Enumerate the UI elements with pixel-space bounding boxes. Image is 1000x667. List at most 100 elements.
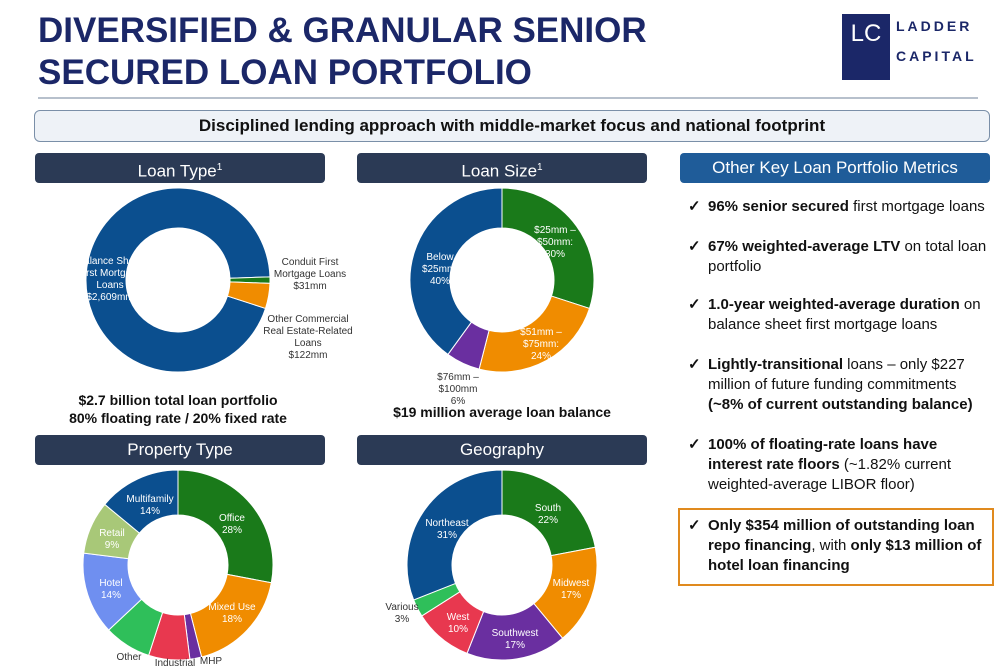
category-label: Midwest bbox=[552, 578, 590, 589]
bullet-text: (~1.82% current weighted-average LIBOR f… bbox=[708, 456, 952, 493]
slice-label: $76mm – $100mm 6% bbox=[433, 372, 483, 408]
slice-label: Northeast 31% bbox=[417, 518, 477, 542]
category-label: $51mm – $75mm: bbox=[520, 327, 562, 350]
bullet-text: 96% senior secured bbox=[708, 198, 849, 215]
category-label: Other bbox=[116, 652, 142, 663]
donut-slice bbox=[409, 187, 503, 356]
category-label: Conduit First Mortgage Loans bbox=[273, 257, 347, 280]
slice-label: Conduit First Mortgage Loans $31mm bbox=[265, 257, 355, 293]
value-label: 22% bbox=[537, 515, 558, 526]
bullet-text: , with bbox=[811, 537, 851, 554]
value-label: 3% bbox=[394, 614, 410, 625]
value-label: 17% bbox=[560, 590, 581, 601]
panel-header: Other Key Loan Portfolio Metrics bbox=[680, 153, 990, 183]
slice-label: Office 28% bbox=[207, 513, 257, 537]
slice-label: Hotel 14% bbox=[91, 578, 131, 602]
category-label: Industrial bbox=[154, 658, 196, 667]
category-label: Below $25mm: bbox=[421, 252, 459, 275]
bullet: 100% of floating-rate loans have interes… bbox=[688, 435, 990, 495]
slice-label: Balance Sheet First Mortgage Loans $2,609… bbox=[75, 256, 145, 304]
value-label: 17% bbox=[504, 640, 525, 651]
panel-header: Property Type bbox=[35, 435, 325, 465]
slice-label: Below $25mm: 40% bbox=[415, 252, 465, 288]
value-label: 30% bbox=[544, 249, 565, 260]
value-label: $2,609mm bbox=[86, 292, 134, 303]
slice-label: $25mm – $50mm: 30% bbox=[530, 225, 580, 261]
category-label: Hotel bbox=[99, 578, 123, 589]
divider bbox=[38, 97, 978, 99]
category-label: Mixed Use bbox=[208, 602, 256, 613]
category-label: Balance Sheet First Mortgage Loans bbox=[77, 256, 143, 291]
slice-label: South 22% bbox=[528, 503, 568, 527]
value-label: 14% bbox=[100, 590, 121, 601]
slice-label: Other Commercial Real Estate-Related Loa… bbox=[262, 314, 354, 362]
donut-slice bbox=[501, 187, 595, 310]
banner: Disciplined lending approach with middle… bbox=[34, 110, 990, 142]
panel-title: Property Type bbox=[127, 440, 233, 459]
bullet: 1.0-year weighted-average duration on ba… bbox=[688, 295, 990, 335]
value-label: 10% bbox=[447, 624, 468, 635]
panel-title: Loan Size bbox=[461, 161, 538, 181]
value-label: 40% bbox=[429, 276, 450, 287]
footnote-ref: 1 bbox=[216, 162, 223, 173]
slice-label: Industrial bbox=[150, 658, 200, 667]
chart-note: $19 million average loan balance bbox=[393, 404, 611, 420]
highlight-box bbox=[678, 508, 994, 586]
bullet: 67% weighted-average LTV on total loan p… bbox=[688, 237, 990, 277]
value-label: 14% bbox=[139, 506, 160, 517]
bullet: Only $354 million of outstanding loan re… bbox=[688, 516, 990, 576]
category-label: Various bbox=[385, 602, 419, 613]
bullet: Lightly-transitional loans – only $227 m… bbox=[688, 355, 990, 415]
panel-title: Geography bbox=[459, 440, 545, 459]
panel-header: Geography bbox=[357, 435, 647, 465]
category-label: Office bbox=[219, 513, 245, 524]
slice-label: Mixed Use 18% bbox=[207, 602, 257, 626]
bullet-text: 67% weighted-average LTV bbox=[708, 238, 901, 255]
value-label: $122mm bbox=[288, 350, 328, 361]
slice-label: West 10% bbox=[438, 612, 478, 636]
donut-slice bbox=[226, 281, 271, 310]
bullet-text: on total loan portfolio bbox=[708, 238, 987, 275]
panel-title: Loan Type bbox=[137, 161, 217, 181]
donut-slice bbox=[406, 469, 503, 601]
category-label: South bbox=[534, 503, 562, 514]
donut-slice bbox=[177, 469, 274, 584]
value-label: $31mm bbox=[293, 281, 327, 292]
footnote-ref: 1 bbox=[537, 162, 543, 173]
slice-label: Other bbox=[109, 652, 149, 664]
chart-note: 80% floating rate / 20% fixed rate bbox=[69, 410, 287, 426]
value-label: 31% bbox=[436, 530, 457, 541]
bullet-text: only $13 million of hotel loan financing bbox=[708, 537, 982, 574]
slice-label: Multifamily 14% bbox=[120, 494, 180, 518]
category-label: Other Commercial Real Estate-Related Loa… bbox=[263, 314, 353, 349]
donut-slice bbox=[85, 187, 271, 373]
value-label: 24% bbox=[530, 351, 551, 362]
bullet-text: Lightly-transitional bbox=[708, 356, 843, 373]
category-label: West bbox=[446, 612, 470, 623]
bullet-text: Only $354 million of outstanding loan re… bbox=[708, 517, 975, 554]
slice-label: Midwest 17% bbox=[546, 578, 596, 602]
category-label: $25mm – $50mm: bbox=[534, 225, 576, 248]
category-label: Northeast bbox=[425, 518, 469, 529]
bullet-text: 100% of floating-rate loans have interes… bbox=[708, 436, 938, 473]
slice-label: MHP bbox=[191, 656, 231, 667]
value-label: 18% bbox=[221, 614, 242, 625]
panel-header: Loan Type1 bbox=[35, 153, 325, 183]
category-label: MHP bbox=[199, 656, 223, 667]
bullet-text: (~8% of current outstanding balance) bbox=[708, 396, 973, 413]
donut-slice bbox=[104, 469, 179, 534]
value-label: 6% bbox=[450, 396, 466, 407]
chart-note: $2.7 billion total loan portfolio bbox=[78, 392, 278, 408]
panel-header: Loan Size1 bbox=[357, 153, 647, 183]
slide-title: DIVERSIFIED & GRANULAR SENIOR SECURED LO… bbox=[38, 11, 647, 92]
bullet: 96% senior secured first mortgage loans bbox=[688, 197, 990, 217]
slice-label: $51mm – $75mm: 24% bbox=[516, 327, 566, 363]
bullet-text: on balance sheet first mortgage loans bbox=[708, 296, 981, 333]
value-label: 28% bbox=[221, 525, 242, 536]
category-label: Retail bbox=[99, 528, 125, 539]
logo-text: CAPITAL bbox=[896, 48, 977, 64]
bullet-text: first mortgage loans bbox=[848, 198, 985, 215]
bullet-text: 1.0-year weighted-average duration bbox=[708, 296, 960, 313]
